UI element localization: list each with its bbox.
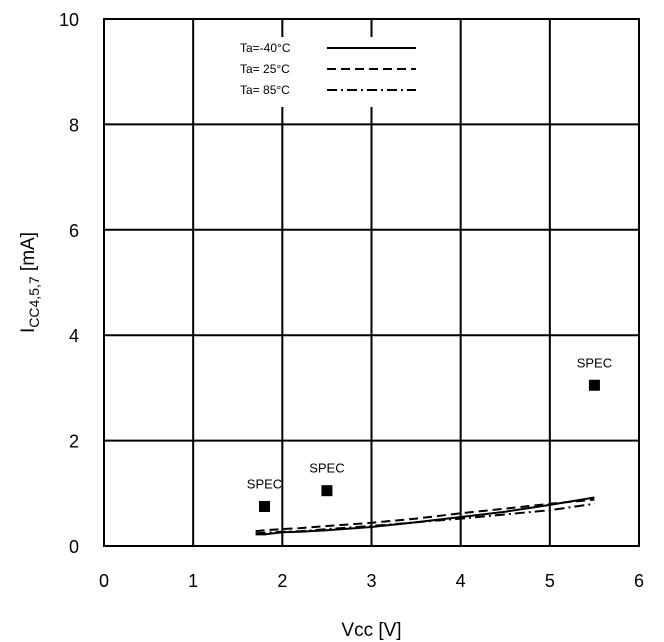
spec-label: SPEC <box>577 355 612 370</box>
y-axis-title: ICC4,5,7 [mA] <box>18 232 42 333</box>
x-tick-label: 5 <box>545 571 555 591</box>
legend-label: Ta= 85°C <box>240 83 290 97</box>
x-tick-labels: 0 1 2 3 4 5 6 <box>99 571 644 591</box>
series-line <box>255 502 595 535</box>
series-line <box>255 496 595 536</box>
legend-label: Ta= 25°C <box>240 62 290 76</box>
x-tick-label: 0 <box>99 571 109 591</box>
series-line <box>255 498 595 533</box>
legend: Ta=-40°C Ta= 25°C Ta= 85°C <box>197 37 429 107</box>
spec-label: SPEC <box>309 461 344 476</box>
spec-marker <box>259 500 270 512</box>
x-tick-label: 1 <box>188 571 198 591</box>
spec-markers: SPEC SPEC SPEC <box>247 355 612 512</box>
y-axis-title-prefix: I <box>18 328 39 333</box>
legend-label: Ta=-40°C <box>240 41 291 55</box>
y-tick-label: 2 <box>69 432 79 452</box>
spec-marker <box>588 379 600 391</box>
series-lines <box>255 496 595 536</box>
spec-marker <box>321 485 333 497</box>
y-tick-label: 8 <box>69 115 79 135</box>
y-axis-title-subscript: CC4,5,7 <box>26 276 42 328</box>
x-tick-label: 3 <box>366 571 376 591</box>
x-tick-label: 2 <box>277 571 287 591</box>
y-axis-title-suffix: [mA] <box>18 232 39 276</box>
x-tick-label: 6 <box>634 571 644 591</box>
x-tick-label: 4 <box>456 571 466 591</box>
y-tick-label: 4 <box>69 326 79 346</box>
y-tick-labels: 0 2 4 6 8 10 <box>59 10 79 557</box>
y-tick-label: 0 <box>69 537 79 557</box>
y-tick-label: 6 <box>69 221 79 241</box>
y-tick-label: 10 <box>59 10 79 30</box>
x-axis-title: Vcc [V] <box>341 620 401 641</box>
spec-label: SPEC <box>247 476 282 491</box>
plot-frame <box>103 18 640 547</box>
